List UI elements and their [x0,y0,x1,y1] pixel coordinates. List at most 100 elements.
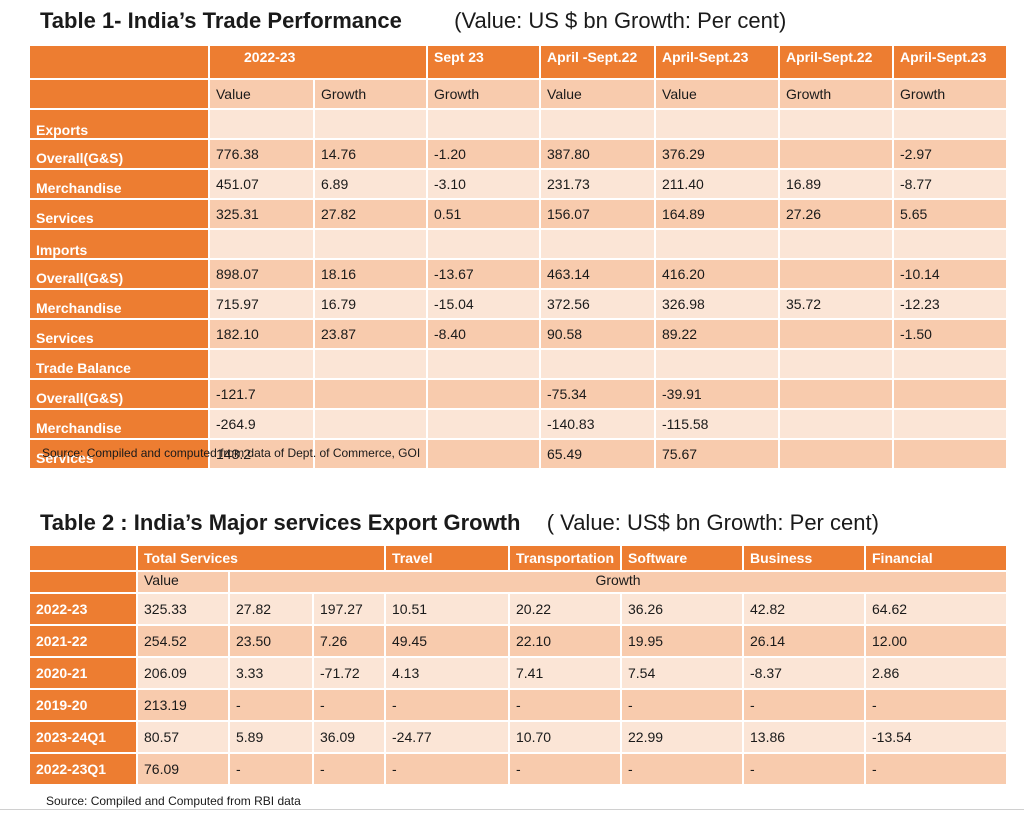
table-cell: - [742,688,866,722]
table-cell: 13.86 [742,720,866,754]
table-cell [892,108,1009,140]
table1-subheader: Growth [312,78,429,110]
table-cell: 776.38 [208,138,315,170]
table-cell: 715.97 [208,288,315,320]
row-label: 2022-23Q1 [28,752,138,786]
table-cell [208,228,315,260]
table-cell: 2.86 [864,656,1008,690]
table2-header: Financial [864,544,1008,572]
table-cell: 164.89 [654,198,781,230]
table-cell [208,348,315,380]
table-cell: 23.50 [228,624,314,658]
table-cell: -121.7 [208,378,315,410]
table-cell: 376.29 [654,138,781,170]
table1-subheader: Value [539,78,657,110]
table-cell: -12.23 [892,288,1009,320]
table-row: 2021-22 254.52 23.50 7.26 49.45 22.10 19.95 26.… [28,624,1008,658]
table-cell: 12.00 [864,624,1008,658]
table-row: 2022-23 325.33 27.82 197.27 10.51 20.22 36.26 4… [28,592,1008,626]
row-label: 2022-23 [28,592,138,626]
table-cell [426,438,542,470]
table1-subheader: Value [208,78,315,110]
table1-subheader: Growth [892,78,1009,110]
table-cell [312,108,429,140]
table-cell: 206.09 [136,656,230,690]
row-label: 2019-20 [28,688,138,722]
table-cell [539,228,657,260]
table1-title-text: Table 1- India’s Trade Performance [40,8,402,33]
table-cell: - [228,688,314,722]
table-row: Merchandise 451.07 6.89 -3.10 231.73 211.40 16… [28,168,1009,200]
table-cell: 898.07 [208,258,315,290]
table-cell: - [508,752,622,786]
table-cell: 18.16 [312,258,429,290]
table-cell: 26.14 [742,624,866,658]
row-label: Merchandise [28,168,210,200]
table2-value-subheader: Value [136,570,230,594]
table2-header: Travel [384,544,510,572]
table-row: Merchandise 715.97 16.79 -15.04 372.56 326.98… [28,288,1009,320]
row-label: Merchandise [28,288,210,320]
table-cell: 22.99 [620,720,744,754]
table-cell: 325.33 [136,592,230,626]
table-cell: - [312,688,386,722]
table-cell: -1.50 [892,318,1009,350]
table-cell: -8.77 [892,168,1009,200]
table-cell: 80.57 [136,720,230,754]
table-row: Overall(G&S) 776.38 14.76 -1.20 387.80 376.29… [28,138,1009,170]
table-cell: 16.79 [312,288,429,320]
table-cell [426,228,542,260]
table1-period-header-row: 2022-23 Sept 23 April -Sept.22 April-Sept.2… [28,44,1009,80]
table-cell [892,438,1009,470]
row-label: 2021-22 [28,624,138,658]
bottom-divider [0,809,1024,810]
table1-period-header: Sept 23 [426,44,542,80]
table-cell: - [864,752,1008,786]
table2-title: Table 2 : India’s Major services Export … [40,510,879,536]
row-label: Overall(G&S) [28,138,210,170]
table-cell: -13.67 [426,258,542,290]
table-cell: 20.22 [508,592,622,626]
table-cell: 231.73 [539,168,657,200]
table2-corner-cell [28,544,138,572]
table-row: Exports [28,108,1009,140]
table-cell: 213.19 [136,688,230,722]
table-cell [892,348,1009,380]
table2-subheader-row: Value Growth [28,570,1008,594]
table-cell: -75.34 [539,378,657,410]
table-row: Trade Balance [28,348,1009,380]
table-cell [426,348,542,380]
table-cell [892,408,1009,440]
table-cell: 211.40 [654,168,781,200]
table-cell: -140.83 [539,408,657,440]
table-cell: 76.09 [136,752,230,786]
table-cell: 19.95 [620,624,744,658]
table-cell: 182.10 [208,318,315,350]
table1-source: Source: Compiled and computed from data … [42,446,421,460]
table1-units: (Value: US $ bn Growth: Per cent) [454,8,787,33]
table-cell: -3.10 [426,168,542,200]
table-cell [312,408,429,440]
table-cell: 254.52 [136,624,230,658]
table-cell [426,408,542,440]
table-cell: -24.77 [384,720,510,754]
table-cell: 5.89 [228,720,314,754]
table-cell: 49.45 [384,624,510,658]
table-cell [778,438,895,470]
table-cell: 463.14 [539,258,657,290]
table-cell: 90.58 [539,318,657,350]
table-cell: - [384,688,510,722]
table-cell: 64.62 [864,592,1008,626]
table1-subheader-label-cell [28,78,210,110]
table-cell [539,108,657,140]
table1-period-header: April -Sept.22 [539,44,657,80]
table-cell: -2.97 [892,138,1009,170]
table-cell: 156.07 [539,198,657,230]
table-cell [892,228,1009,260]
row-label: Services [28,318,210,350]
table-cell: 5.65 [892,198,1009,230]
table-row: Services 182.10 23.87 -8.40 90.58 89.22 -1.50 [28,318,1009,350]
table-cell: 387.80 [539,138,657,170]
table-cell: - [742,752,866,786]
table-cell: 27.26 [778,198,895,230]
